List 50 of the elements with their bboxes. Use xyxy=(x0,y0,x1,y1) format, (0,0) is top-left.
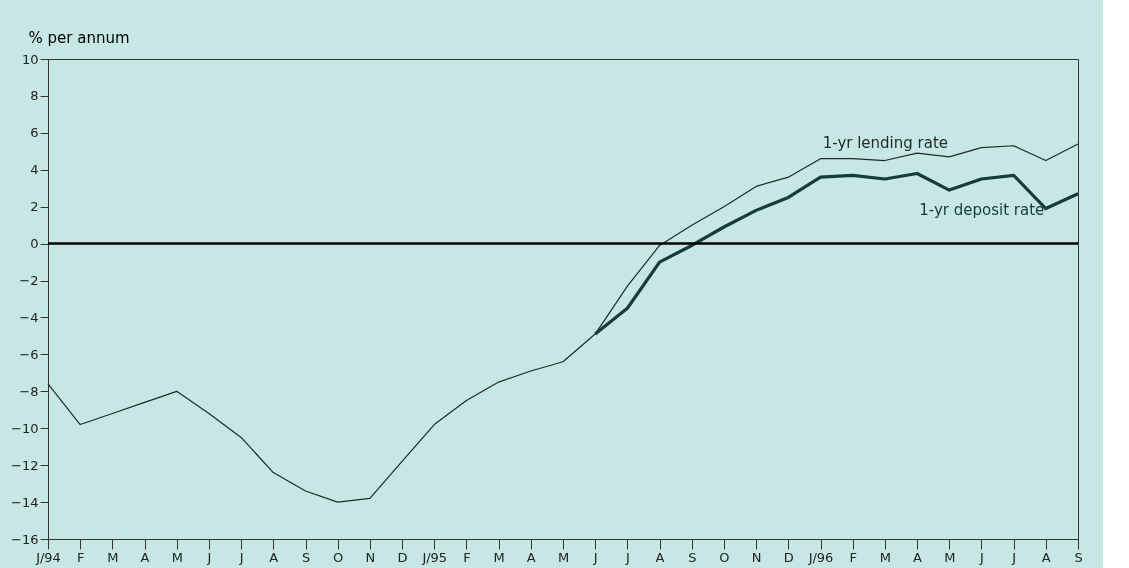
y-tick-label: −14 xyxy=(11,494,39,510)
x-tick-label: A xyxy=(1041,549,1051,565)
x-tick-label: J/96 xyxy=(807,549,834,565)
x-tick-label: A xyxy=(526,549,536,565)
x-tick-label: J xyxy=(206,549,212,565)
x-tick-label: D xyxy=(397,549,408,565)
y-axis-title: % per annum xyxy=(28,28,130,47)
x-tick-label: J/95 xyxy=(421,549,448,565)
y-tick-label: 0 xyxy=(30,236,39,252)
y-tick-label: −8 xyxy=(19,383,39,399)
x-tick-label: N xyxy=(365,549,376,565)
x-tick-label: M xyxy=(557,549,570,565)
y-tick-label: 8 xyxy=(30,88,39,104)
x-tick-label: F xyxy=(76,549,85,565)
y-tick-label: −12 xyxy=(11,457,39,473)
x-tick-label: A xyxy=(140,549,150,565)
x-tick-label: S xyxy=(301,549,311,565)
x-tick-label: M xyxy=(493,549,505,565)
x-tick-label: F xyxy=(463,549,471,565)
x-tick-label: J xyxy=(238,549,244,565)
x-tick-label: M xyxy=(944,549,956,565)
x-tick-label: F xyxy=(849,549,857,565)
x-tick-label: O xyxy=(719,549,730,565)
y-tick-label: −2 xyxy=(19,273,39,289)
x-tick-label: S xyxy=(1074,549,1083,565)
series-label: 1-yr deposit rate xyxy=(919,201,1045,220)
series-label: 1-yr lending rate xyxy=(822,133,949,152)
y-tick-label: −4 xyxy=(19,309,39,325)
x-tick-label: J/94 xyxy=(35,549,61,565)
y-tick-label: 4 xyxy=(30,162,39,178)
x-tick-label: O xyxy=(333,549,344,565)
y-tick-label: 6 xyxy=(30,125,39,141)
y-tick-label: 10 xyxy=(21,51,39,67)
x-tick-label: M xyxy=(171,549,183,565)
x-tick-label: A xyxy=(269,549,279,565)
y-tick-label: −10 xyxy=(11,420,39,436)
x-tick-label: J xyxy=(1011,549,1017,565)
y-tick-label: −6 xyxy=(19,346,39,362)
x-tick-label: D xyxy=(783,549,794,565)
x-tick-label: A xyxy=(913,549,923,565)
x-tick-label: J xyxy=(624,549,630,565)
x-tick-label: M xyxy=(107,549,119,565)
x-tick-label: M xyxy=(879,549,891,565)
x-tick-label: J xyxy=(979,549,984,565)
x-tick-label: S xyxy=(688,549,697,565)
x-tick-label: N xyxy=(751,549,762,565)
y-tick-label: 2 xyxy=(30,199,39,215)
x-tick-label: A xyxy=(655,549,665,565)
x-tick-label: J xyxy=(592,549,598,565)
y-tick-label: −16 xyxy=(11,531,39,547)
